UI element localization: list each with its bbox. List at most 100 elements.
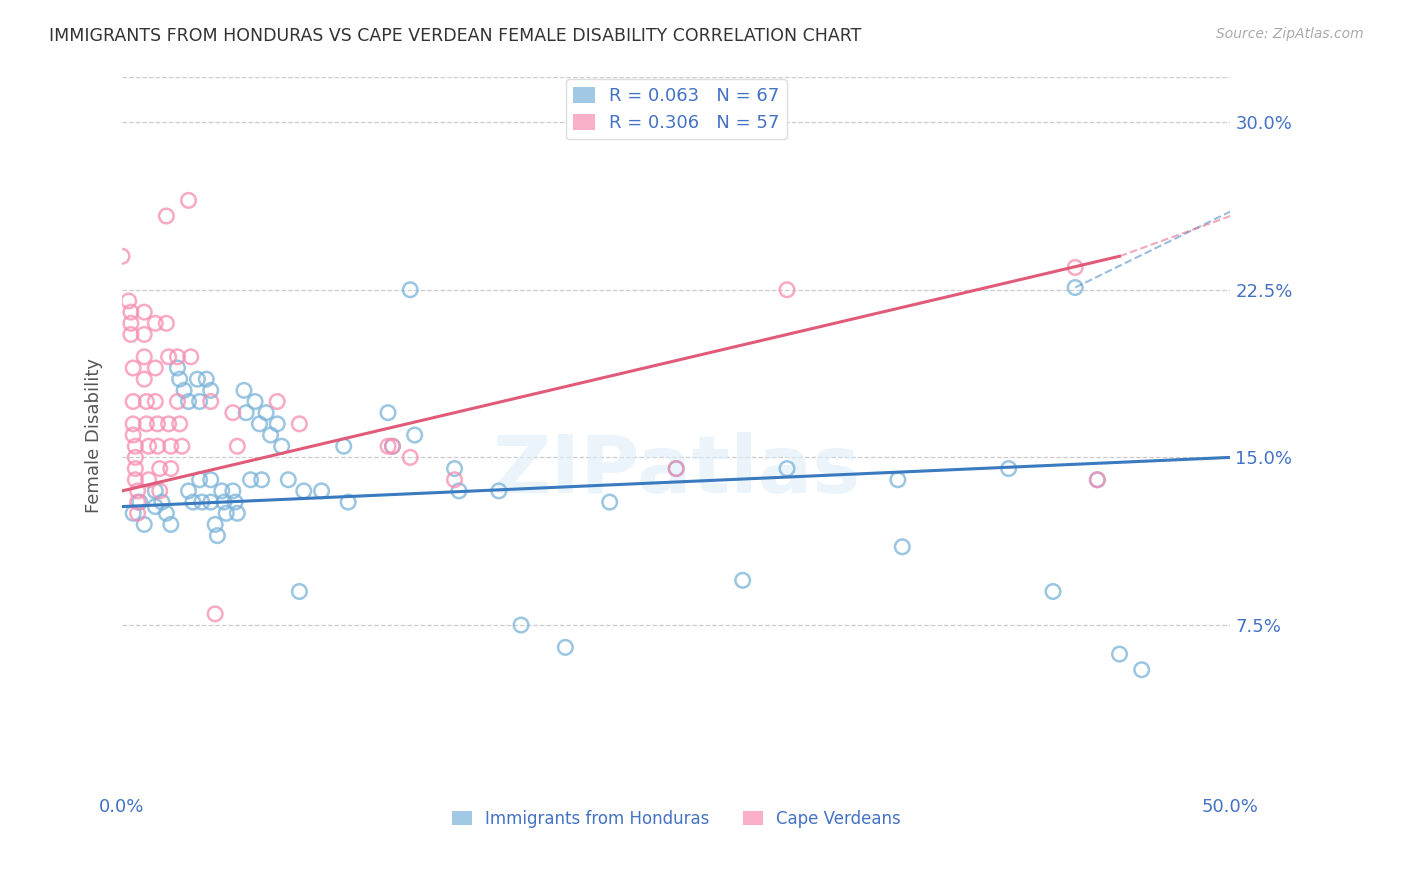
Point (127, 495, 149, 509)
Point (195, 372, 218, 386)
Point (122, 428, 145, 442)
Point (166, 394, 188, 409)
Point (191, 495, 214, 509)
Point (111, 249, 134, 263)
Point (166, 350, 188, 364)
Point (377, 439, 399, 453)
Point (124, 439, 146, 453)
Point (599, 495, 621, 509)
Point (254, 406, 277, 420)
Point (155, 209, 177, 223)
Point (149, 461, 172, 475)
Point (381, 439, 404, 453)
Point (143, 394, 166, 409)
Point (159, 461, 181, 475)
Point (134, 305, 156, 319)
Point (177, 483, 200, 498)
Point (554, 640, 576, 655)
Point (259, 428, 281, 442)
Point (399, 450, 422, 465)
Point (135, 394, 157, 409)
Point (118, 293, 141, 308)
Point (997, 461, 1019, 475)
Point (332, 439, 354, 453)
Point (180, 350, 202, 364)
Point (215, 506, 238, 520)
Point (288, 584, 311, 599)
Point (177, 194, 200, 208)
Point (292, 483, 315, 498)
Point (443, 473, 465, 487)
Point (155, 316, 177, 330)
Point (188, 394, 211, 409)
Point (207, 528, 229, 542)
Point (200, 394, 222, 409)
Point (270, 439, 292, 453)
Point (222, 483, 245, 498)
Point (399, 283, 422, 297)
Point (138, 473, 160, 487)
Point (381, 439, 404, 453)
Point (122, 394, 145, 409)
Point (200, 473, 222, 487)
Point (159, 517, 181, 532)
Point (143, 500, 166, 514)
Point (404, 428, 426, 442)
Point (226, 506, 249, 520)
Point (1064, 260, 1087, 275)
Point (447, 483, 470, 498)
Point (146, 439, 169, 453)
Point (665, 461, 688, 475)
Point (1085, 473, 1108, 487)
Point (122, 506, 145, 520)
Point (211, 483, 233, 498)
Point (181, 495, 204, 509)
Point (124, 473, 146, 487)
Point (159, 439, 181, 453)
Point (1130, 663, 1153, 677)
Point (186, 372, 208, 386)
Point (135, 417, 157, 431)
Point (169, 417, 191, 431)
Point (138, 439, 160, 453)
Point (177, 394, 200, 409)
Point (243, 394, 266, 409)
Point (150, 495, 173, 509)
Point (288, 417, 311, 431)
Point (127, 506, 149, 520)
Point (157, 417, 180, 431)
Point (222, 406, 245, 420)
Point (250, 473, 273, 487)
Legend: Immigrants from Honduras, Cape Verdeans: Immigrants from Honduras, Cape Verdeans (444, 803, 907, 834)
Point (266, 417, 288, 431)
Text: Source: ZipAtlas.com: Source: ZipAtlas.com (1216, 27, 1364, 41)
Point (277, 473, 299, 487)
Point (204, 607, 226, 621)
Point (891, 540, 914, 554)
Point (134, 350, 156, 364)
Point (1108, 647, 1130, 661)
Point (233, 384, 256, 398)
Y-axis label: Female Disability: Female Disability (86, 358, 103, 513)
Point (157, 350, 180, 364)
Point (200, 384, 222, 398)
Point (173, 384, 195, 398)
Point (124, 461, 146, 475)
Point (212, 495, 235, 509)
Point (377, 406, 399, 420)
Point (887, 473, 910, 487)
Text: ZIPatlas: ZIPatlas (492, 432, 860, 510)
Point (149, 483, 172, 498)
Point (443, 461, 465, 475)
Point (166, 361, 188, 376)
Point (169, 372, 191, 386)
Point (235, 406, 257, 420)
Point (134, 372, 156, 386)
Point (224, 495, 246, 509)
Text: IMMIGRANTS FROM HONDURAS VS CAPE VERDEAN FEMALE DISABILITY CORRELATION CHART: IMMIGRANTS FROM HONDURAS VS CAPE VERDEAN… (49, 27, 862, 45)
Point (120, 305, 142, 319)
Point (128, 495, 150, 509)
Point (226, 439, 249, 453)
Point (122, 361, 145, 376)
Point (249, 417, 271, 431)
